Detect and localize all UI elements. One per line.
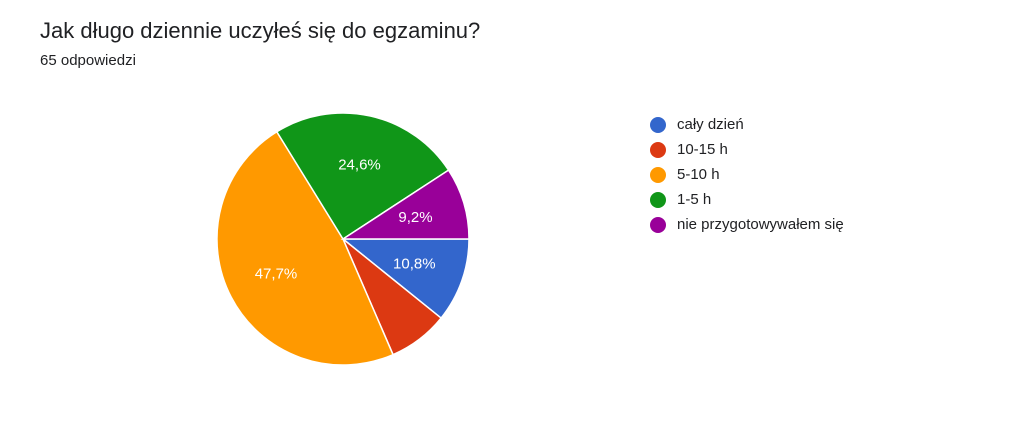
slice-value-label: 47,7%: [255, 266, 298, 283]
slice-value-label: 24,6%: [338, 157, 381, 174]
legend-item[interactable]: 1-5 h: [650, 187, 844, 212]
legend-swatch: [650, 141, 666, 158]
legend-label: cały dzień: [677, 116, 744, 133]
legend-swatch: [650, 216, 666, 233]
legend-label: 5-10 h: [677, 166, 720, 183]
pie-slice-3[interactable]: [216, 130, 395, 366]
legend-swatch: [650, 191, 666, 208]
pie-slice-5[interactable]: [340, 169, 470, 240]
legend-label: 1-5 h: [677, 191, 712, 208]
slice-value-label: 9,2%: [398, 209, 432, 226]
legend-item[interactable]: nie przygotowywałem się: [650, 212, 844, 237]
pie-slice-1[interactable]: [340, 238, 470, 320]
legend-label: 10-15 h: [677, 141, 728, 158]
chart-title: Jak długo dziennie uczyłeś się do egzami…: [40, 18, 481, 43]
legend-item[interactable]: 10-15 h: [650, 137, 844, 162]
pie-slice-4[interactable]: [275, 112, 450, 241]
response-count: 65 odpowiedzi: [40, 52, 136, 69]
chart-legend: cały dzień 10-15 h 5-10 h 1-5 h nie przygoto…: [650, 112, 844, 237]
legend-swatch: [650, 166, 666, 183]
legend-item[interactable]: 5-10 h: [650, 162, 844, 187]
slice-value-label: 10,8%: [393, 256, 436, 273]
legend-item[interactable]: cały dzień: [650, 112, 844, 137]
legend-swatch: [650, 116, 666, 133]
legend-label: nie przygotowywałem się: [677, 216, 844, 233]
